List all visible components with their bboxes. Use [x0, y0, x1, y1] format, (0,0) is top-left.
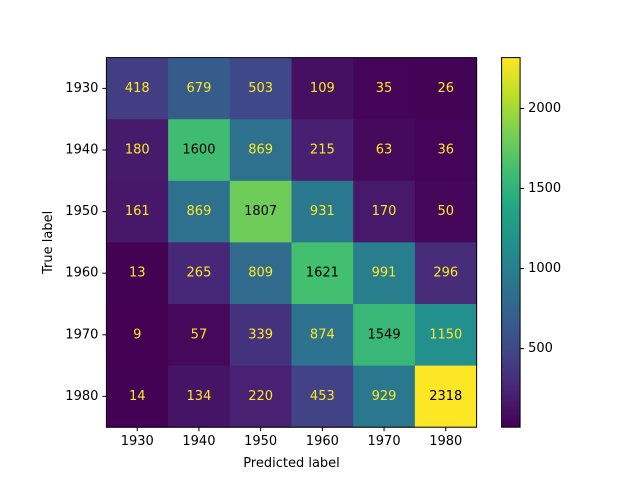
x-tick-label: 1930: [121, 434, 154, 449]
heatmap-cell: [414, 119, 478, 182]
y-axis-ticks: 1930 1940 1950 1960 1970 1980: [65, 81, 107, 404]
heatmap-cell: [106, 57, 169, 120]
heatmap-cell: [229, 180, 292, 243]
heatmap-cells: 418 679 503 109 35 26 180 1600 869 215 63 36 161 869 1…: [106, 57, 478, 428]
colorbar-tick-label: 500: [528, 341, 553, 356]
cell-value-label: 339: [248, 327, 273, 342]
cell-value-label: 1600: [182, 143, 215, 158]
cell-value-label: 170: [372, 204, 397, 219]
colorbar-tick-label: 1000: [528, 261, 561, 276]
cell-value-label: 929: [372, 389, 397, 404]
heatmap-cell: [291, 180, 354, 243]
y-tick-label: 1930: [65, 81, 98, 96]
heatmap-cell: [106, 242, 169, 305]
cell-value-label: 1807: [244, 204, 277, 219]
heatmap-cell: [168, 180, 231, 243]
heatmap-cell: [414, 242, 478, 305]
heatmap-cell: [291, 57, 354, 120]
cell-value-label: 453: [310, 389, 335, 404]
cell-value-label: 26: [437, 81, 454, 96]
cell-value-label: 161: [125, 204, 150, 219]
cell-value-label: 134: [187, 389, 212, 404]
colorbar-tick-label: 1500: [528, 181, 561, 196]
cell-value-label: 1621: [306, 266, 339, 281]
cell-value-label: 418: [125, 81, 150, 96]
cell-value-label: 296: [433, 266, 458, 281]
heatmap-cell: [353, 242, 416, 305]
cell-value-label: 109: [310, 81, 335, 96]
cell-value-label: 180: [125, 143, 150, 158]
heatmap-cell: [168, 304, 231, 367]
cell-value-label: 874: [310, 327, 335, 342]
heatmap-cell: [353, 365, 416, 428]
heatmap-cell: [106, 365, 169, 428]
heatmap-cell: [414, 304, 478, 367]
cell-value-label: 2318: [429, 389, 462, 404]
y-tick-label: 1980: [65, 389, 98, 404]
y-tick-label: 1950: [65, 204, 98, 219]
cell-value-label: 63: [376, 143, 393, 158]
colorbar: [501, 57, 521, 428]
heatmap-cell: [106, 304, 169, 367]
heatmap-cell: [353, 119, 416, 182]
cell-value-label: 869: [248, 143, 273, 158]
x-tick-label: 1940: [182, 434, 215, 449]
cell-value-label: 1150: [429, 327, 462, 342]
y-tick-label: 1940: [65, 143, 98, 158]
cell-value-label: 1549: [368, 327, 401, 342]
cell-value-label: 57: [191, 327, 208, 342]
heatmap-cell: [291, 242, 354, 305]
x-tick-label: 1960: [306, 434, 339, 449]
heatmap-cell: [353, 304, 416, 367]
cell-value-label: 503: [248, 81, 273, 96]
cell-value-label: 9: [133, 327, 141, 342]
cell-value-label: 50: [437, 204, 454, 219]
cell-value-label: 220: [248, 389, 273, 404]
heatmap-cell: [353, 180, 416, 243]
heatmap-cell: [414, 57, 478, 120]
x-axis-ticks: 1930 1940 1950 1960 1970 1980: [121, 427, 462, 449]
heatmap-cell: [414, 365, 478, 428]
plot-frame: [105, 57, 478, 428]
heatmap-cell: [168, 242, 231, 305]
cell-value-label: 215: [310, 143, 335, 158]
colorbar-tick-label: 2000: [528, 101, 561, 116]
heatmap-cell: [291, 119, 354, 182]
cell-value-label: 36: [437, 143, 454, 158]
heatmap-cell: [106, 180, 169, 243]
x-tick-label: 1950: [244, 434, 277, 449]
cell-value-label: 869: [187, 204, 212, 219]
cell-value-label: 679: [187, 81, 212, 96]
heatmap-cell: [168, 119, 231, 182]
heatmap-cell: [229, 365, 292, 428]
heatmap-cell: [229, 242, 292, 305]
heatmap-cell: [291, 304, 354, 367]
heatmap-cell: [229, 304, 292, 367]
heatmap-cell: [353, 57, 416, 120]
heatmap-cell: [229, 57, 292, 120]
y-tick-label: 1970: [65, 327, 98, 342]
heatmap-cell: [229, 119, 292, 182]
cell-value-label: 991: [372, 266, 397, 281]
x-tick-label: 1970: [368, 434, 401, 449]
cell-value-label: 809: [248, 266, 273, 281]
heatmap-cell: [414, 180, 478, 243]
y-axis-label: True label: [41, 211, 56, 275]
cell-value-label: 14: [129, 389, 146, 404]
cell-value-label: 13: [129, 266, 146, 281]
x-tick-label: 1980: [429, 434, 462, 449]
colorbar-ticks: 500 1000 1500 2000: [520, 101, 561, 356]
heatmap-cell: [168, 57, 231, 120]
x-axis-label: Predicted label: [243, 456, 340, 471]
y-tick-label: 1960: [65, 266, 98, 281]
cell-value-label: 931: [310, 204, 335, 219]
heatmap-cell: [291, 365, 354, 428]
heatmap-cell: [168, 365, 231, 428]
heatmap-cell: [106, 119, 169, 182]
cell-value-label: 265: [187, 266, 212, 281]
cell-value-label: 35: [376, 81, 393, 96]
